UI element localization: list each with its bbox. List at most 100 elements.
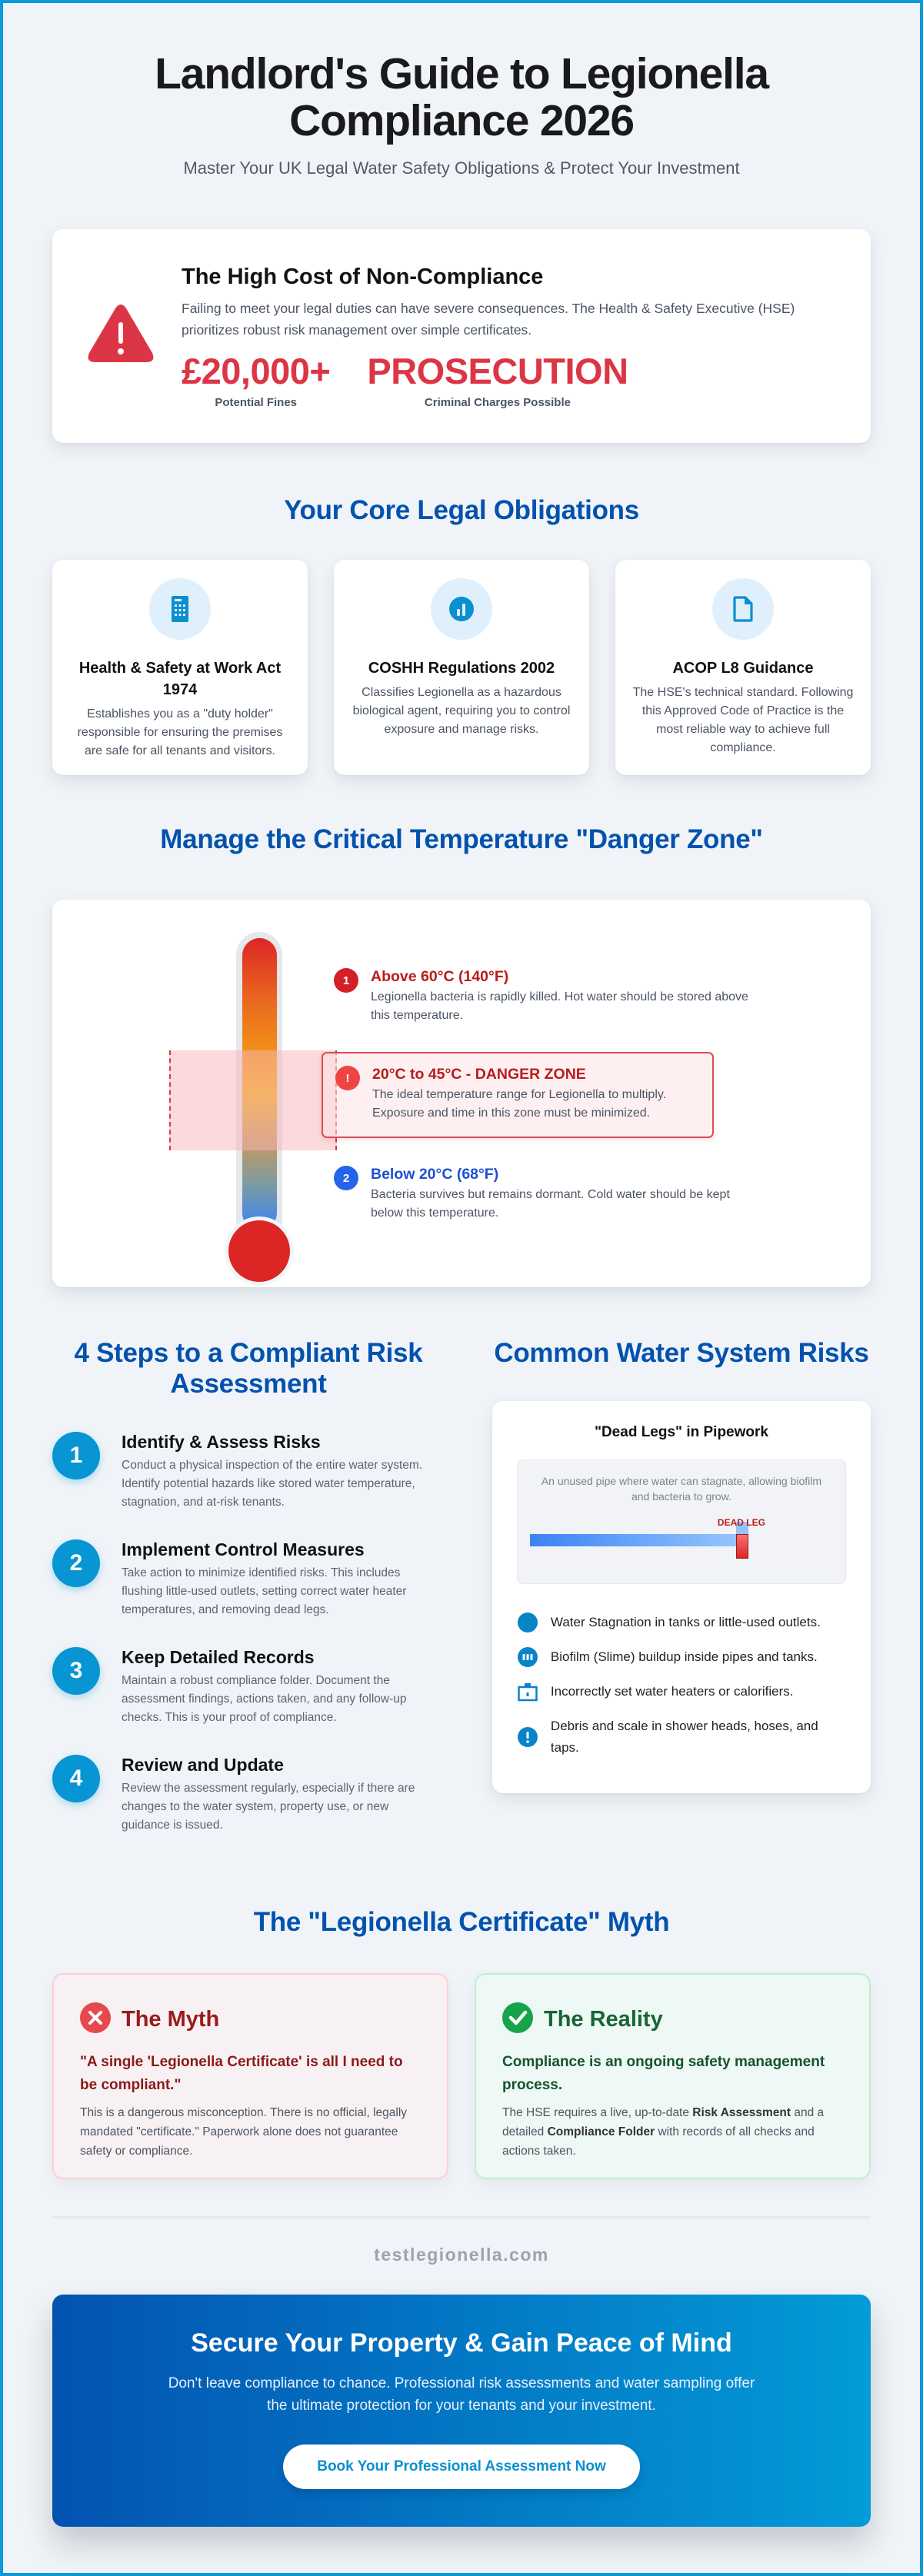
obligation-description: Establishes you as a "duty holder" respo… <box>77 707 283 757</box>
temperature-title: Manage the Critical Temperature "Danger … <box>160 824 763 854</box>
stat-label: Potential Fines <box>215 396 298 409</box>
step-number: 4 <box>52 1755 100 1802</box>
step-item: 2 Implement Control Measures Take action… <box>52 1538 445 1619</box>
zone-title: 20°C to 45°C - DANGER ZONE <box>372 1066 586 1083</box>
cta-banner: Secure Your Property & Gain Peace of Min… <box>52 2295 871 2527</box>
zone-description: Legionella bacteria is rapidly killed. H… <box>371 990 748 1022</box>
site-name: testlegionella.com <box>374 2245 549 2265</box>
steps-title: 4 Steps to a Compliant Risk Assessment <box>74 1338 423 1399</box>
step-title: Review and Update <box>122 1755 284 1775</box>
thermometer-bulb <box>225 1216 294 1286</box>
document-icon <box>712 578 774 640</box>
non-compliance-card: The High Cost of Non-Compliance Failing … <box>52 229 871 443</box>
obligation-title: ACOP L8 Guidance <box>672 660 814 677</box>
myth-card: The Myth "A single 'Legionella Certifica… <box>52 1973 448 2179</box>
obligation-description: Classifies Legionella as a hazardous bio… <box>352 686 571 736</box>
obligation-description: The HSE's technical standard. Following … <box>632 686 854 754</box>
dead-leg-diagram: An unused pipe where water can stagnate,… <box>516 1459 846 1584</box>
alert-circle-icon <box>517 1726 538 1748</box>
step-title: Implement Control Measures <box>122 1539 365 1559</box>
cost-title: The High Cost of Non-Compliance <box>182 265 544 289</box>
biohazard-chart-icon <box>431 578 492 640</box>
obligation-title: COSHH Regulations 2002 <box>368 660 555 677</box>
stat-value: PROSECUTION <box>367 351 628 391</box>
stat-fines: £20,000+ Potential Fines <box>182 351 331 410</box>
cta-title: Secure Your Property & Gain Peace of Min… <box>191 2328 732 2358</box>
cost-stats: £20,000+ Potential Fines PROSECUTION Cri… <box>182 351 832 410</box>
danger-zone-band <box>169 1050 337 1150</box>
dead-legs-title: "Dead Legs" in Pipework <box>594 1424 768 1440</box>
step-item: 1 Identify & Assess Risks Conduct a phys… <box>52 1430 445 1512</box>
page-header: Landlord's Guide to Legionella Complianc… <box>52 3 871 178</box>
reality-heading: The Reality <box>544 2007 663 2032</box>
zone-cold: 2 Below 20°C (68°F) Bacteria survives bu… <box>334 1164 749 1223</box>
check-circle-icon <box>502 2002 533 2037</box>
obligation-title: Health & Safety at Work Act 1974 <box>78 660 282 698</box>
temperature-card: 1 Above 60°C (140°F) Legionella bacteria… <box>52 900 871 1287</box>
steps-column: 4 Steps to a Compliant Risk Assessment 1… <box>52 1338 445 1861</box>
x-circle-icon <box>80 2002 111 2037</box>
cta-description: Don't leave compliance to chance. Profes… <box>168 2375 755 2414</box>
step-item: 4 Review and Update Review the assessmen… <box>52 1753 445 1835</box>
step-item: 3 Keep Detailed Records Maintain a robus… <box>52 1646 445 1727</box>
stat-label: Criminal Charges Possible <box>424 396 571 409</box>
stat-prosecution: PROSECUTION Criminal Charges Possible <box>367 351 628 410</box>
obligation-card: ACOP L8 Guidance The HSE's technical sta… <box>615 560 871 775</box>
zone-badge: ! <box>335 1066 360 1090</box>
book-assessment-button[interactable]: Book Your Professional Assessment Now <box>283 2445 640 2489</box>
obligations-grid: Health & Safety at Work Act 1974 Establi… <box>52 560 871 775</box>
water-drop-icon <box>517 1612 538 1633</box>
bacteria-icon <box>517 1646 538 1668</box>
risk-text: Water Stagnation in tanks or little-used… <box>550 1615 821 1629</box>
dead-leg-pipe <box>735 1534 748 1559</box>
risk-text: Biofilm (Slime) buildup inside pipes and… <box>550 1649 818 1664</box>
zone-title: Below 20°C (68°F) <box>371 1166 499 1183</box>
reality-card: The Reality Compliance is an ongoing saf… <box>475 1973 871 2179</box>
page-subtitle: Master Your UK Legal Water Safety Obliga… <box>183 158 740 178</box>
zone-danger: ! 20°C to 45°C - DANGER ZONE The ideal t… <box>322 1052 714 1138</box>
risk-list: Water Stagnation in tanks or little-used… <box>517 1612 846 1759</box>
stat-value: £20,000+ <box>182 351 331 391</box>
risk-item: Biofilm (Slime) buildup inside pipes and… <box>517 1646 846 1668</box>
risks-card: "Dead Legs" in Pipework An unused pipe w… <box>491 1401 871 1793</box>
building-icon <box>149 578 211 640</box>
step-number: 3 <box>52 1647 100 1695</box>
zone-badge: 1 <box>334 968 358 993</box>
myth-section-title: The "Legionella Certificate" Myth <box>253 1907 670 1937</box>
risk-item: Incorrectly set water heaters or calorif… <box>517 1681 846 1702</box>
zone-title: Above 60°C (140°F) <box>371 968 509 985</box>
step-description: Conduct a physical inspection of the ent… <box>122 1459 423 1509</box>
risk-text: Debris and scale in shower heads, hoses,… <box>550 1719 818 1755</box>
dead-leg-label: DEAD LEG <box>717 1517 765 1528</box>
step-description: Maintain a robust compliance folder. Doc… <box>122 1674 407 1724</box>
step-number: 1 <box>52 1432 100 1479</box>
obligations-title: Your Core Legal Obligations <box>284 495 639 525</box>
pipe-junction <box>735 1522 748 1534</box>
reality-description: The HSE requires a live, up-to-date Risk… <box>502 2106 825 2158</box>
step-title: Identify & Assess Risks <box>122 1432 321 1452</box>
zone-description: Bacteria survives but remains dormant. C… <box>371 1188 730 1220</box>
zone-hot: 1 Above 60°C (140°F) Legionella bacteria… <box>334 967 749 1025</box>
risk-item: Debris and scale in shower heads, hoses,… <box>517 1716 846 1759</box>
steps-and-risks: 4 Steps to a Compliant Risk Assessment 1… <box>52 1338 871 1861</box>
risks-column: Common Water System Risks "Dead Legs" in… <box>491 1338 871 1861</box>
myth-vs-reality: The Myth "A single 'Legionella Certifica… <box>52 1973 871 2179</box>
pipe-main <box>529 1534 736 1546</box>
diagram-caption: An unused pipe where water can stagnate,… <box>541 1475 822 1503</box>
risk-text: Incorrectly set water heaters or calorif… <box>550 1684 794 1699</box>
steps-list: 1 Identify & Assess Risks Conduct a phys… <box>52 1430 445 1835</box>
warning-triangle-icon <box>88 263 154 443</box>
risks-title: Common Water System Risks <box>494 1338 869 1368</box>
obligation-card: COSHH Regulations 2002 Classifies Legion… <box>334 560 589 775</box>
zone-description: The ideal temperature range for Legionel… <box>372 1088 667 1120</box>
obligation-card: Health & Safety at Work Act 1974 Establi… <box>52 560 308 775</box>
myth-heading: The Myth <box>122 2007 220 2032</box>
page-title: Landlord's Guide to Legionella Complianc… <box>155 49 769 145</box>
step-description: Review the assessment regularly, especia… <box>122 1782 415 1832</box>
water-heater-icon <box>517 1681 538 1702</box>
myth-description: This is a dangerous misconception. There… <box>80 2106 408 2158</box>
step-description: Take action to minimize identified risks… <box>122 1566 407 1616</box>
myth-quote: "A single 'Legionella Certificate' is al… <box>80 2054 403 2093</box>
risk-item: Water Stagnation in tanks or little-used… <box>517 1612 846 1633</box>
